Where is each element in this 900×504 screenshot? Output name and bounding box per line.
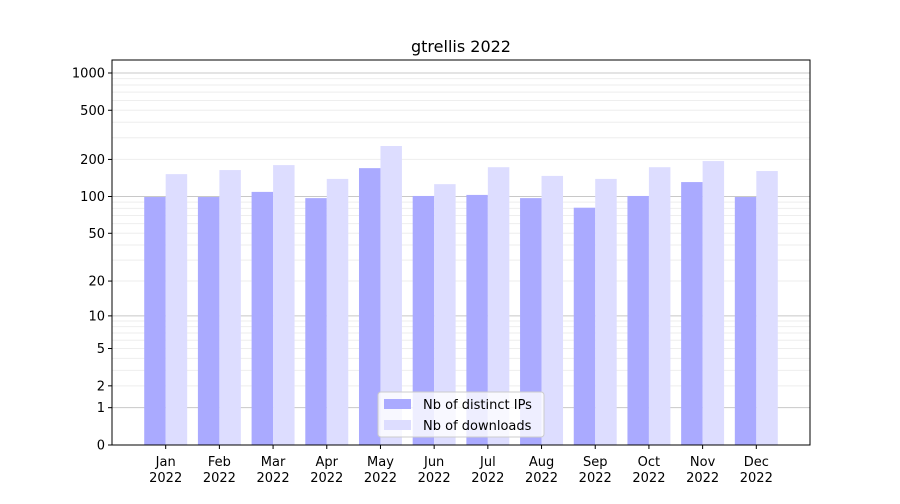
legend-swatch-ips	[384, 399, 411, 409]
legend-swatch-downloads	[384, 420, 411, 430]
bar-distinct-ips	[734, 197, 757, 445]
bar-downloads	[434, 184, 456, 445]
x-tick-label: Jul 2022	[471, 455, 504, 486]
legend: Nb of distinct IPs Nb of downloads	[377, 391, 545, 438]
bar-distinct-ips	[251, 191, 274, 445]
x-tick-label: Aug 2022	[525, 455, 558, 486]
bar-downloads	[595, 178, 617, 446]
bar-downloads	[219, 170, 241, 445]
bar-downloads	[541, 175, 564, 446]
y-tick-label: 1000	[72, 66, 105, 81]
bar-distinct-ips	[520, 198, 542, 445]
bar-distinct-ips	[305, 198, 327, 445]
bar-downloads	[273, 165, 295, 445]
x-tick-label: Apr 2022	[310, 455, 343, 486]
legend-box	[377, 391, 545, 438]
bar-downloads	[756, 171, 778, 445]
y-tick-label: 50	[88, 227, 105, 242]
legend-label-ips: Nb of distinct IPs	[423, 398, 532, 413]
bar-downloads	[702, 161, 725, 445]
axes-frame	[111, 59, 811, 446]
bar-downloads	[165, 174, 188, 445]
y-tick-label: 20	[88, 275, 105, 290]
y-tick-label: 0	[97, 439, 105, 454]
y-tick-label: 200	[80, 153, 105, 168]
bar-distinct-ips	[144, 197, 166, 445]
y-tick-label: 2	[97, 379, 105, 394]
bar-downloads	[326, 178, 349, 446]
x-tick-label: Jun 2022	[418, 455, 451, 486]
bar-distinct-ips	[627, 195, 649, 445]
bar-distinct-ips	[573, 207, 596, 445]
y-tick-label: 5	[97, 342, 105, 357]
bar-distinct-ips	[358, 168, 381, 445]
x-tick-label: Oct 2022	[632, 455, 665, 486]
y-tick-label: 500	[80, 104, 105, 119]
bar-downloads	[487, 167, 510, 445]
x-tick-label: Feb 2022	[203, 455, 236, 486]
x-tick-label: Sep 2022	[579, 455, 612, 486]
y-tick-label: 100	[80, 190, 105, 205]
bar-downloads	[380, 145, 402, 445]
x-tick-label: Dec 2022	[740, 455, 773, 486]
bar-downloads	[648, 167, 671, 445]
x-tick-label: Mar 2022	[257, 455, 290, 486]
bar-distinct-ips	[412, 195, 435, 445]
x-tick-label: May 2022	[364, 455, 397, 486]
y-tick-label: 10	[88, 309, 105, 324]
bar-distinct-ips	[466, 194, 488, 445]
y-tick-label: 1	[97, 401, 105, 416]
bar-distinct-ips	[197, 197, 220, 445]
x-tick-label: Nov 2022	[686, 455, 719, 486]
x-tick-label: Jan 2022	[149, 455, 182, 486]
bar-distinct-ips	[681, 182, 703, 445]
chart-title: gtrellis 2022	[411, 37, 511, 56]
legend-label-downloads: Nb of downloads	[423, 419, 532, 434]
